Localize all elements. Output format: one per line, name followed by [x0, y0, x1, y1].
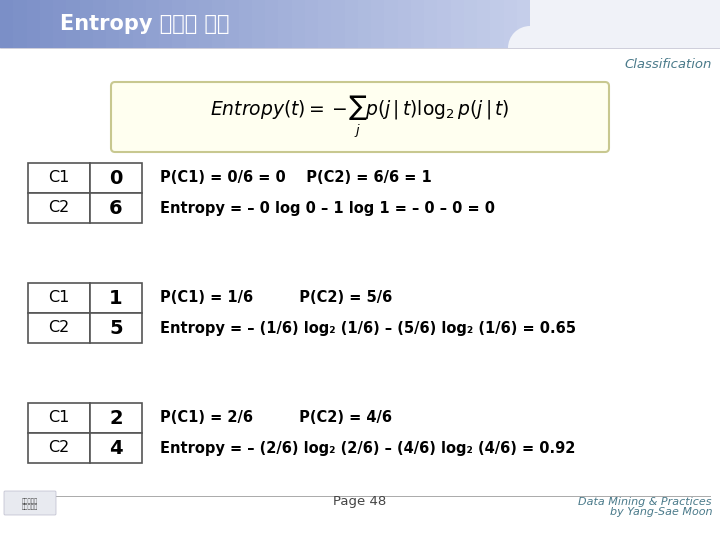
Wedge shape [508, 26, 530, 48]
Bar [28, 283, 90, 313]
Text: 강원대학교
컴퓨터학과: 강원대학교 컴퓨터학과 [22, 498, 38, 510]
Bar [28, 403, 90, 433]
Bar [212, 0, 226, 48]
FancyBboxPatch shape [4, 491, 56, 515]
Bar [90, 313, 142, 343]
Text: C1: C1 [48, 410, 70, 426]
Bar [93, 0, 107, 48]
Text: 4: 4 [109, 438, 123, 457]
Bar [66, 0, 81, 48]
Bar [132, 0, 147, 48]
Bar [344, 0, 359, 48]
Text: Entropy = – (2/6) log₂ (2/6) – (4/6) log₂ (4/6) = 0.92: Entropy = – (2/6) log₂ (2/6) – (4/6) log… [160, 441, 575, 456]
Bar [186, 0, 199, 48]
Bar [477, 0, 491, 48]
Text: C2: C2 [48, 321, 70, 335]
Bar [252, 0, 266, 48]
Bar [120, 0, 133, 48]
Text: 2: 2 [109, 408, 123, 428]
Bar [292, 0, 306, 48]
Text: 5: 5 [109, 319, 123, 338]
Bar [517, 0, 531, 48]
Text: C2: C2 [48, 441, 70, 456]
Text: by Yang-Sae Moon: by Yang-Sae Moon [610, 507, 712, 517]
Bar [90, 433, 142, 463]
Bar [278, 0, 292, 48]
Text: 1: 1 [109, 288, 123, 307]
Bar [384, 0, 398, 48]
Bar [265, 0, 279, 48]
Text: P(C1) = 0/6 = 0    P(C2) = 6/6 = 1: P(C1) = 0/6 = 0 P(C2) = 6/6 = 1 [160, 171, 432, 186]
Text: C1: C1 [48, 171, 70, 186]
Bar [40, 0, 54, 48]
Bar [225, 0, 240, 48]
Bar [90, 283, 142, 313]
Bar [490, 0, 505, 48]
Bar [106, 0, 120, 48]
Bar [424, 0, 438, 48]
Text: Entropy = – 0 log 0 – 1 log 1 = – 0 – 0 = 0: Entropy = – 0 log 0 – 1 log 1 = – 0 – 0 … [160, 200, 495, 215]
Text: P(C1) = 2/6         P(C2) = 4/6: P(C1) = 2/6 P(C2) = 4/6 [160, 410, 392, 426]
Bar [90, 163, 142, 193]
Bar [331, 0, 346, 48]
Text: Entropy 계산의 예제: Entropy 계산의 예제 [60, 14, 230, 34]
Bar [397, 0, 412, 48]
Text: C1: C1 [48, 291, 70, 306]
Bar [28, 163, 90, 193]
Bar [28, 433, 90, 463]
Bar [172, 0, 186, 48]
Bar [145, 0, 160, 48]
Bar [437, 0, 451, 48]
Text: $\mathit{Entropy}(t) = -\!\sum_{j} p(j\,|\,t)\log_2 p(j\,|\,t)$: $\mathit{Entropy}(t) = -\!\sum_{j} p(j\,… [210, 94, 510, 140]
Bar [358, 0, 372, 48]
Bar [0, 0, 14, 48]
Bar [159, 0, 174, 48]
Bar [53, 0, 67, 48]
Text: Data Mining & Practices: Data Mining & Practices [578, 497, 712, 507]
Bar [530, 0, 720, 48]
Text: 6: 6 [109, 199, 123, 218]
Text: Classification: Classification [625, 58, 712, 71]
Bar [90, 193, 142, 223]
Bar [238, 0, 253, 48]
Text: 0: 0 [109, 168, 122, 187]
Bar [28, 193, 90, 223]
Bar [503, 0, 518, 48]
Bar [305, 0, 319, 48]
Bar [318, 0, 332, 48]
Bar [79, 0, 94, 48]
Bar [199, 0, 213, 48]
Bar [410, 0, 425, 48]
Text: P(C1) = 1/6         P(C2) = 5/6: P(C1) = 1/6 P(C2) = 5/6 [160, 291, 392, 306]
Bar [371, 0, 385, 48]
Bar [464, 0, 478, 48]
Text: Entropy = – (1/6) log₂ (1/6) – (5/6) log₂ (1/6) = 0.65: Entropy = – (1/6) log₂ (1/6) – (5/6) log… [160, 321, 576, 335]
Text: C2: C2 [48, 200, 70, 215]
Bar [451, 0, 464, 48]
Text: Page 48: Page 48 [333, 495, 387, 508]
FancyBboxPatch shape [111, 82, 609, 152]
Bar [28, 313, 90, 343]
Bar [27, 0, 41, 48]
Bar [13, 0, 27, 48]
Bar [90, 403, 142, 433]
